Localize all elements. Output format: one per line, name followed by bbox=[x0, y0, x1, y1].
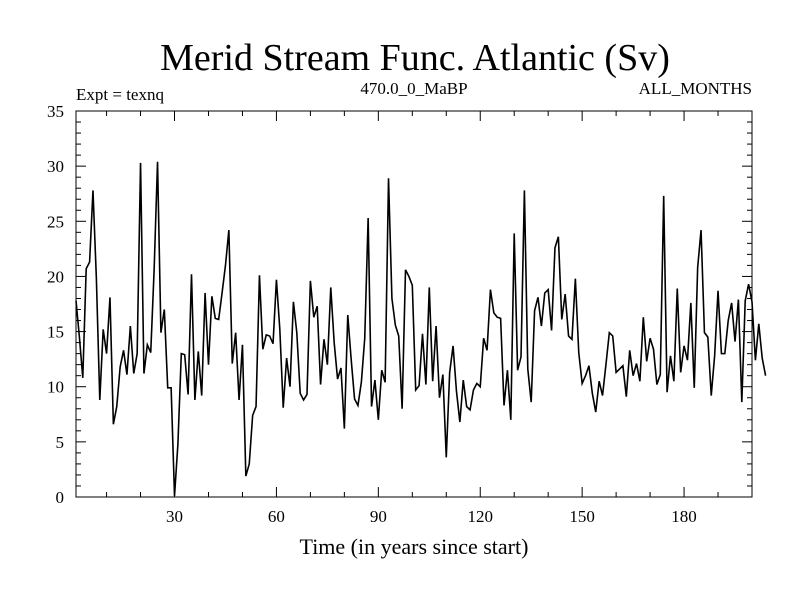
x-tick-label: 30 bbox=[166, 507, 183, 526]
chart-title: Merid Stream Func. Atlantic (Sv) bbox=[160, 37, 670, 79]
period-label: 470.0_0_MaBP bbox=[360, 79, 467, 98]
series-layer bbox=[75, 161, 767, 496]
y-tick-label: 5 bbox=[56, 433, 65, 452]
plot-frame bbox=[75, 110, 753, 498]
y-tick-label: 20 bbox=[47, 267, 64, 286]
y-tick-label: 25 bbox=[47, 212, 64, 231]
x-tick-label: 180 bbox=[671, 507, 697, 526]
x-tick-label: 150 bbox=[569, 507, 595, 526]
y-tick-label: 0 bbox=[56, 488, 65, 507]
tick-labels: 30 60 90 120 150 180 0 5 10 15 20 25 30 35 bbox=[47, 102, 697, 526]
months-label: ALL_MONTHS bbox=[639, 79, 752, 98]
x-tick-label: 120 bbox=[467, 507, 493, 526]
series-line-1 bbox=[75, 161, 767, 496]
y-tick-label: 15 bbox=[47, 323, 64, 342]
x-tick-label: 90 bbox=[370, 507, 387, 526]
y-tick-label: 30 bbox=[47, 157, 64, 176]
y-tick-label: 35 bbox=[47, 102, 64, 121]
x-axis-label: Time (in years since start) bbox=[300, 534, 529, 559]
x-tick-label: 60 bbox=[268, 507, 285, 526]
y-tick-label: 10 bbox=[47, 378, 64, 397]
experiment-label: Expt = texnq bbox=[76, 85, 164, 104]
